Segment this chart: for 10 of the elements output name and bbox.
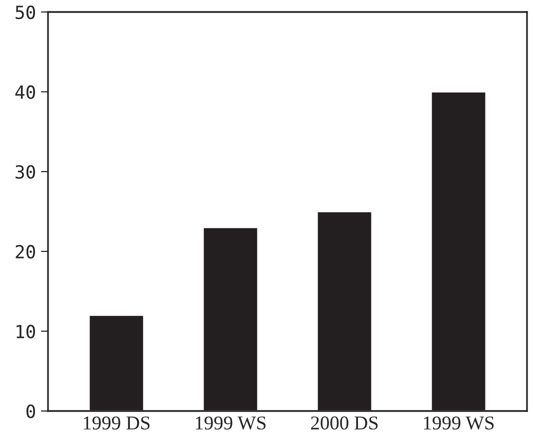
x-tick-label: 2000 DS xyxy=(311,416,378,430)
x-tick-label: 1999 DS xyxy=(84,416,150,430)
y-tick-label: 40 xyxy=(15,85,36,99)
y-tick-label: 20 xyxy=(16,244,36,259)
y-tick-label: 10 xyxy=(16,324,36,338)
x-tick-label: 1999 WS xyxy=(424,416,494,430)
x-tick-label: 1999 WS xyxy=(196,416,266,430)
y-tick-label: 50 xyxy=(16,6,36,20)
y-tick-label: 30 xyxy=(16,165,36,179)
y-tick-label: 0 xyxy=(26,404,36,418)
